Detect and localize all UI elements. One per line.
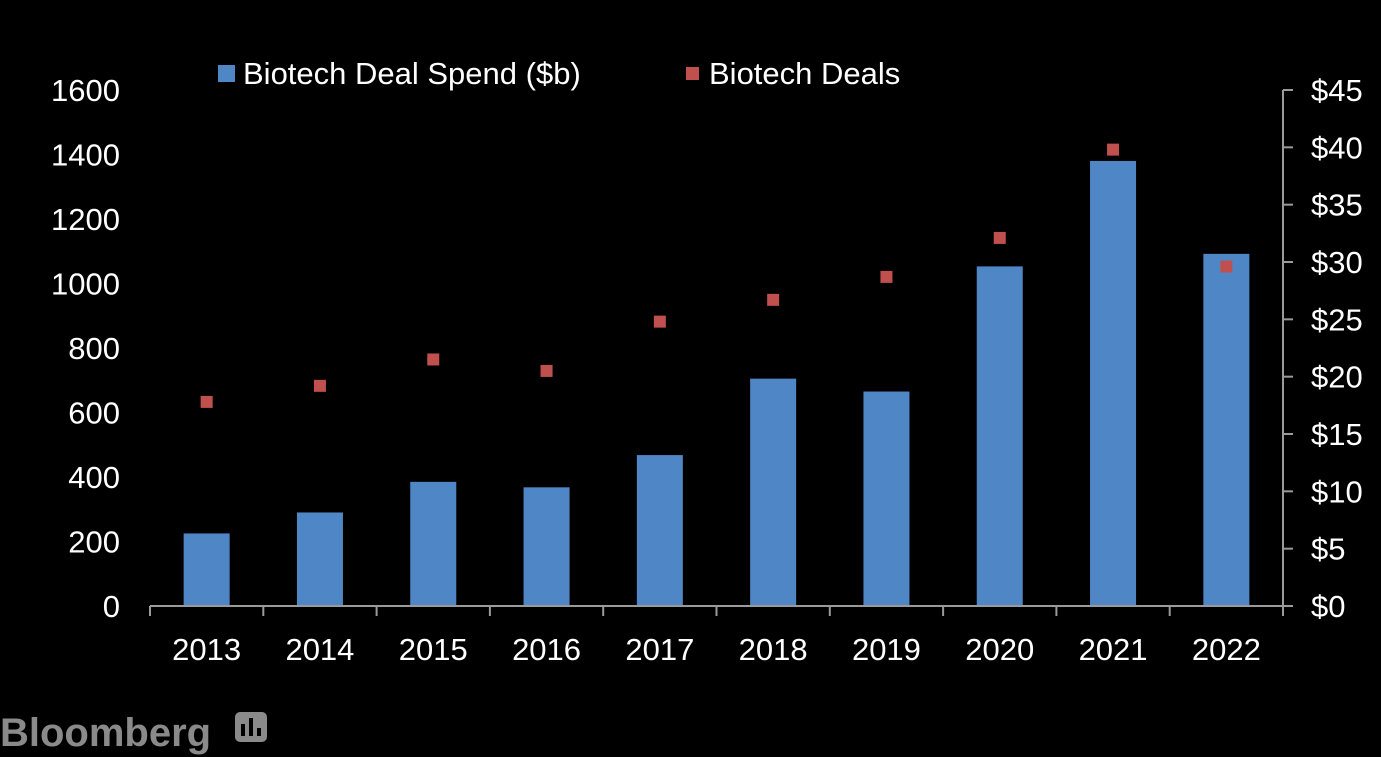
- x-tick-label: 2017: [625, 632, 694, 667]
- scatter-point: [767, 293, 780, 306]
- left-tick-label: 800: [68, 331, 120, 366]
- legend-swatch-deals: [686, 67, 699, 80]
- bar: [523, 487, 570, 606]
- legend-label-deals: Biotech Deals: [709, 56, 900, 91]
- bar: [183, 533, 230, 606]
- scatter-point: [1220, 260, 1233, 273]
- legend: Biotech Deal Spend ($b) Biotech Deals: [218, 56, 900, 91]
- bar: [636, 455, 683, 606]
- left-tick-label: 1600: [51, 73, 120, 108]
- left-axis: 0 200 400 600 800 1000 1200 1400 1600: [51, 73, 120, 624]
- scatter-point: [540, 364, 553, 377]
- x-tick-label: 2022: [1192, 632, 1261, 667]
- bar: [1090, 160, 1137, 606]
- left-tick-label: 1000: [51, 267, 120, 302]
- x-tick-label: 2019: [852, 632, 921, 667]
- bar: [410, 481, 457, 606]
- x-tick-label: 2016: [512, 632, 581, 667]
- scatter-series: [200, 143, 1233, 408]
- left-tick-label: 0: [103, 589, 120, 624]
- scatter-point: [427, 353, 440, 366]
- legend-swatch-spend: [218, 65, 235, 82]
- right-tick-label: $20: [1311, 360, 1363, 395]
- bloomberg-chart-icon: [235, 712, 267, 742]
- right-axis: $0 $5 $10 $15 $20 $25 $30 $35 $40 $45: [1282, 73, 1363, 624]
- right-tick-label: $15: [1311, 417, 1363, 452]
- left-tick-label: 200: [68, 525, 120, 560]
- x-tick-label: 2013: [172, 632, 241, 667]
- scatter-point: [653, 315, 666, 328]
- scatter-point: [200, 395, 213, 408]
- bar: [296, 512, 343, 606]
- bar: [1203, 253, 1250, 606]
- bar: [750, 378, 797, 606]
- scatter-point: [880, 270, 893, 283]
- right-tick-label: $0: [1311, 589, 1345, 624]
- left-tick-label: 1200: [51, 202, 120, 237]
- right-tick-label: $45: [1311, 73, 1363, 108]
- right-tick-label: $35: [1311, 188, 1363, 223]
- x-axis: 2013 2014 2015 2016 2017 2018 2019 2020 2021 2022: [149, 605, 1284, 667]
- bar-series: [183, 160, 1250, 606]
- scatter-point: [993, 231, 1006, 244]
- right-tick-label: $25: [1311, 302, 1363, 337]
- brand: Bloomberg: [0, 711, 267, 755]
- left-tick-label: 600: [68, 396, 120, 431]
- x-tick-label: 2018: [739, 632, 808, 667]
- left-tick-label: 400: [68, 460, 120, 495]
- right-tick-label: $5: [1311, 532, 1345, 567]
- bar: [863, 391, 910, 606]
- legend-label-spend: Biotech Deal Spend ($b): [243, 56, 581, 91]
- x-tick-label: 2014: [285, 632, 354, 667]
- bloomberg-logo: Bloomberg: [0, 711, 211, 755]
- right-tick-label: $40: [1311, 130, 1363, 165]
- right-tick-label: $30: [1311, 245, 1363, 280]
- x-tick-label: 2020: [965, 632, 1034, 667]
- scatter-point: [313, 379, 326, 392]
- scatter-point: [1107, 143, 1120, 156]
- x-tick-label: 2021: [1079, 632, 1148, 667]
- left-tick-label: 1400: [51, 138, 120, 173]
- bar: [976, 266, 1023, 606]
- x-tick-label: 2015: [399, 632, 468, 667]
- right-tick-label: $10: [1311, 474, 1363, 509]
